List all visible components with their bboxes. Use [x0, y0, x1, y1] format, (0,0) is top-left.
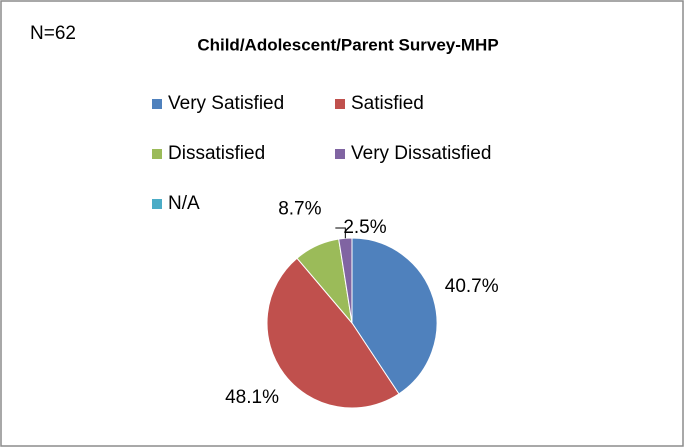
- legend-label: Very Satisfied: [168, 93, 284, 114]
- data-label: 8.7%: [278, 198, 321, 219]
- legend-swatch: [152, 149, 162, 159]
- legend-label: Satisfied: [351, 93, 424, 114]
- legend-label: Very Dissatisfied: [351, 143, 491, 164]
- legend-label: Dissatisfied: [168, 143, 265, 164]
- annotation: N=62: [30, 23, 76, 44]
- pie-slice: [266, 257, 400, 409]
- chart-title: Child/Adolescent/Parent Survey-MHP: [197, 35, 498, 54]
- legend-swatch: [152, 99, 162, 109]
- legend-swatch: [335, 149, 345, 159]
- leader-line: [335, 227, 346, 239]
- data-label: 40.7%: [445, 276, 499, 297]
- legend-label: N/A: [168, 193, 200, 214]
- legend-swatch: [152, 199, 162, 209]
- data-label: 48.1%: [225, 387, 279, 408]
- legend-swatch: [335, 99, 345, 109]
- data-label: 2.5%: [343, 217, 386, 238]
